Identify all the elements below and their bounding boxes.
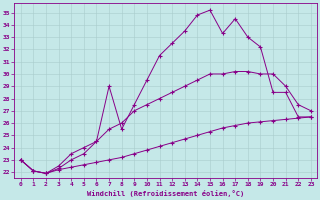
X-axis label: Windchill (Refroidissement éolien,°C): Windchill (Refroidissement éolien,°C) bbox=[87, 190, 244, 197]
